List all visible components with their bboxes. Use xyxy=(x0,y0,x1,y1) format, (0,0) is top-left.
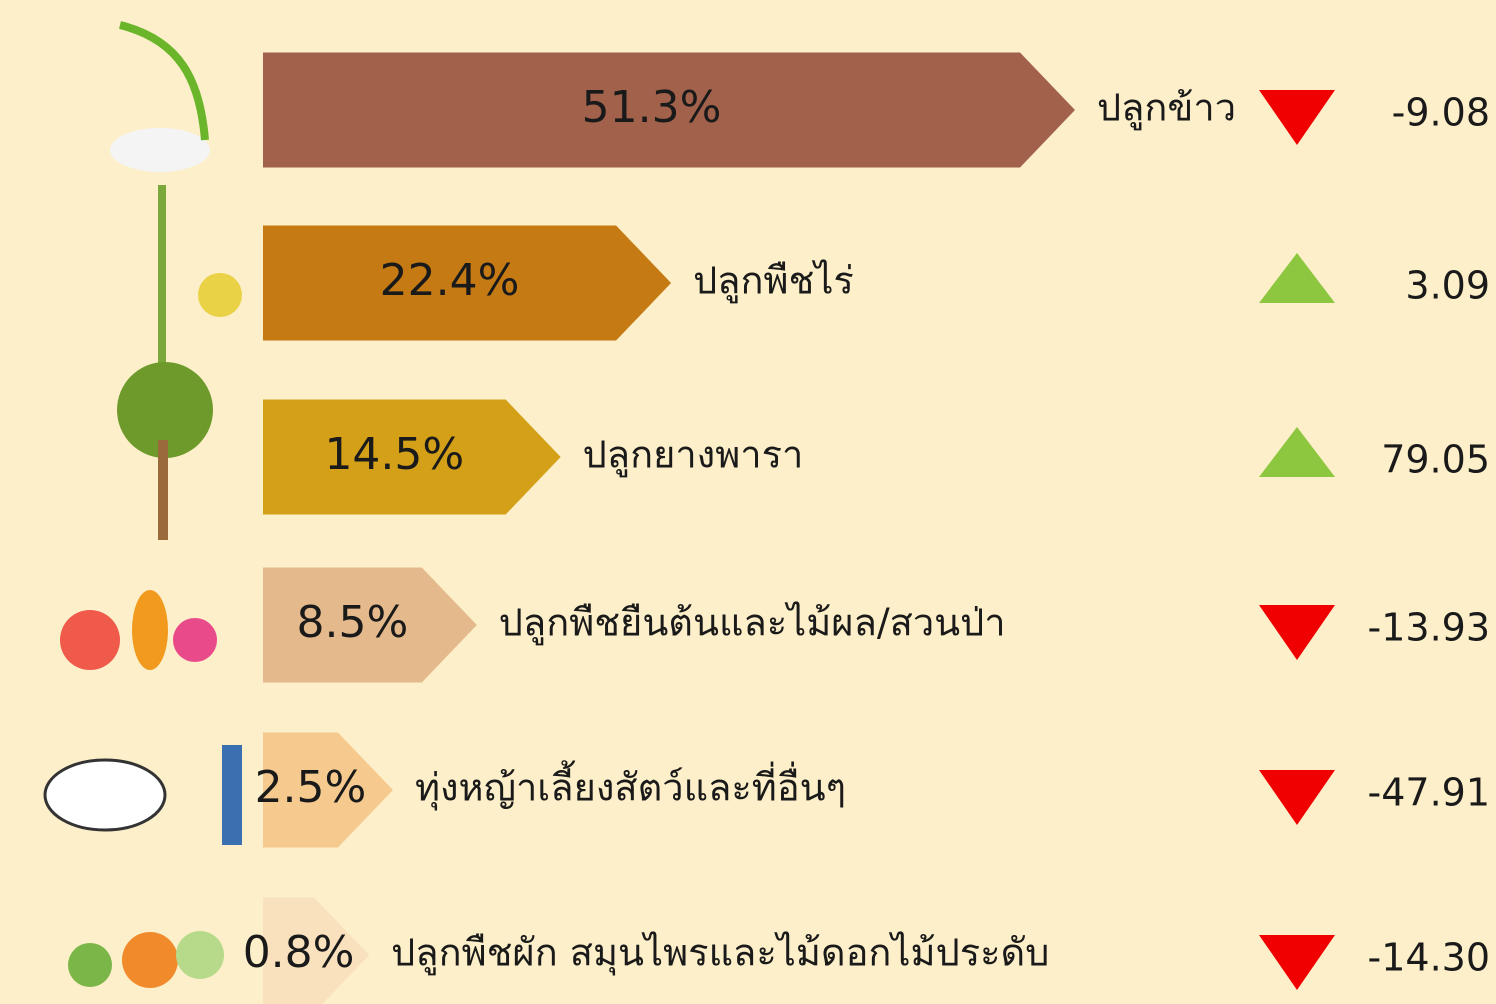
category-label: ปลูกพืชยืนต้นและไม้ผล/สวนป่า xyxy=(499,601,1006,646)
vegetable-icon xyxy=(122,932,178,988)
value-label: 0.8% xyxy=(243,927,355,978)
value-label: 51.3% xyxy=(582,82,722,133)
chart: 51.3% ปลูกข้าว -9.08 22.4% ปลูกพืชไร่ 3.09 14.… xyxy=(0,0,1496,1004)
value-label: 8.5% xyxy=(297,597,409,648)
tree-icon xyxy=(158,440,168,540)
fruit-icon xyxy=(60,610,120,670)
value-label: 2.5% xyxy=(255,762,367,813)
down-arrow xyxy=(1259,770,1335,825)
value-label: 14.5% xyxy=(324,429,464,480)
fruit-icon xyxy=(132,590,168,670)
change-label: -9.08 xyxy=(1392,91,1490,135)
farmer-icon xyxy=(222,745,242,845)
icons xyxy=(45,25,242,988)
cow-icon xyxy=(45,760,165,830)
category-label: ปลูกยางพารา xyxy=(583,433,804,478)
change-label: 3.09 xyxy=(1405,264,1490,308)
change-label: -14.30 xyxy=(1368,936,1491,980)
corn-icon xyxy=(158,185,166,365)
rice-icon xyxy=(120,25,205,140)
value-label: 22.4% xyxy=(380,255,520,306)
vegetable-icon xyxy=(68,943,112,987)
category-label: ปลูกพืชไร่ xyxy=(693,259,854,304)
down-arrow xyxy=(1259,90,1335,145)
category-label: ปลูกข้าว xyxy=(1097,86,1236,131)
fruit-icon xyxy=(173,618,217,662)
down-arrow xyxy=(1259,935,1335,990)
up-arrow xyxy=(1259,427,1335,477)
rice-icon xyxy=(110,128,210,172)
category-label: ปลูกพืชผัก สมุนไพรและไม้ดอกไม้ประดับ xyxy=(391,931,1049,976)
vegetable-icon xyxy=(176,931,224,979)
change-label: -13.93 xyxy=(1368,606,1491,650)
category-label: ทุ่งหญ้าเลี้ยงสัตว์และที่อื่นๆ xyxy=(415,760,846,811)
change-label: 79.05 xyxy=(1381,438,1490,482)
page: {"chart_data": {"type": "bar", "orientat… xyxy=(0,0,1496,1004)
corn-icon xyxy=(198,273,242,317)
up-arrow xyxy=(1259,253,1335,303)
change-label: -47.91 xyxy=(1368,771,1491,815)
down-arrow xyxy=(1259,605,1335,660)
